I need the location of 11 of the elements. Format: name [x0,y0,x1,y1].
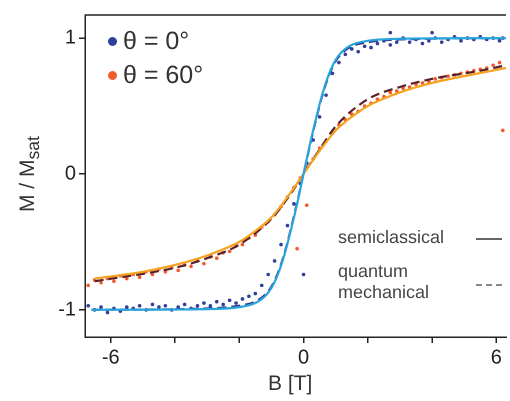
legend-label: θ = 60° [123,60,204,91]
annotation: quantum mechanical [338,261,430,303]
x-tick-label: -6 [102,346,120,369]
x-tick-label: 0 [298,346,310,369]
x-tick-label: 6 [490,346,502,369]
y-tick-label: 1 [64,26,76,49]
y-tick-label: -1 [58,298,76,320]
annotation: semiclassical [338,227,444,248]
legend-label: θ = 0° [123,26,190,57]
x-axis-title: B [T] [268,372,312,396]
y-tick-label: 0 [64,162,76,184]
